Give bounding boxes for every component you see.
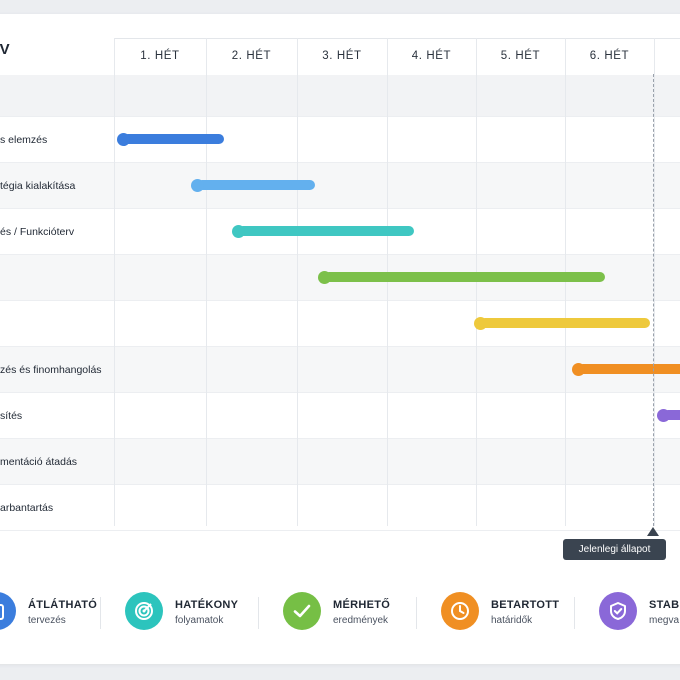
- task-label: tégia kialakítása: [0, 180, 76, 192]
- clipboard-icon: [0, 592, 16, 630]
- task-bar[interactable]: [578, 364, 680, 374]
- today-marker-icon: [647, 527, 659, 536]
- week-header-3: 3. HÉT: [322, 50, 362, 62]
- week-header-5: 5. HÉT: [500, 50, 541, 62]
- feature-subtitle: megva: [649, 615, 680, 626]
- task-start-handle[interactable]: [657, 408, 670, 422]
- task-row[interactable]: arbantartás: [0, 485, 680, 531]
- feature-divider: [258, 597, 259, 629]
- feature-title: BETARTOTT: [491, 599, 560, 611]
- feature-divider: [100, 597, 101, 629]
- chart-title: ERV: [0, 41, 11, 58]
- task-start-handle[interactable]: [318, 270, 331, 284]
- task-label: sítés: [0, 410, 23, 422]
- feature-title: STABIL: [649, 599, 680, 611]
- check-icon: [283, 592, 321, 630]
- task-label: s elemzés: [0, 134, 48, 146]
- task-row[interactable]: sítés: [0, 393, 680, 439]
- task-label: zés és finomhangolás: [0, 364, 102, 376]
- clock-icon: [441, 592, 479, 630]
- week-header-2: 2. HÉT: [231, 50, 272, 62]
- task-start-handle[interactable]: [190, 178, 204, 192]
- feature-divider: [416, 597, 417, 629]
- task-row[interactable]: mentáció átadás: [0, 439, 680, 485]
- task-start-handle[interactable]: [231, 224, 245, 238]
- grid-column-line: [114, 38, 115, 526]
- shield-check-icon: [599, 592, 637, 630]
- grid-column-line: [565, 38, 566, 526]
- today-tooltip: Jelenlegi állapot: [563, 539, 666, 560]
- feature-subtitle: eredmények: [333, 615, 389, 626]
- task-row[interactable]: és / Funkcióterv: [0, 209, 680, 255]
- task-label: mentáció átadás: [0, 456, 78, 468]
- task-bar[interactable]: [237, 226, 414, 236]
- feature-subtitle: tervezés: [28, 615, 66, 626]
- task-bar[interactable]: [123, 134, 225, 144]
- task-row[interactable]: [0, 301, 680, 347]
- task-bar[interactable]: [480, 318, 650, 328]
- task-bar[interactable]: [196, 180, 315, 190]
- task-row[interactable]: zés és finomhangolás: [0, 347, 680, 393]
- grid-column-line: [654, 38, 655, 526]
- grid-column-line: [297, 38, 298, 526]
- grid-column-line: [476, 38, 477, 526]
- today-line: [653, 74, 654, 526]
- task-row[interactable]: tégia kialakítása: [0, 163, 680, 209]
- week-header-4: 4. HÉT: [411, 50, 452, 62]
- feature-title: MÉRHETŐ: [333, 599, 391, 611]
- task-row[interactable]: s elemzés: [0, 117, 680, 163]
- task-start-handle[interactable]: [572, 362, 586, 376]
- week-header-1: 1. HÉT: [140, 50, 180, 62]
- target-icon: [125, 592, 163, 630]
- grid-column-line: [387, 38, 388, 526]
- task-start-handle[interactable]: [117, 132, 131, 146]
- task-start-handle[interactable]: [474, 316, 488, 330]
- week-header-6: 6. HÉT: [589, 50, 630, 62]
- task-bar[interactable]: [324, 272, 606, 282]
- group-row: [0, 75, 680, 117]
- feature-title: HATÉKONY: [175, 599, 239, 611]
- task-label: és / Funkcióterv: [0, 226, 75, 238]
- feature-title: ÁTLÁTHATÓ: [28, 599, 98, 611]
- grid-column-line: [206, 38, 207, 526]
- feature-subtitle: határidők: [491, 615, 533, 626]
- feature-subtitle: folyamatok: [175, 615, 224, 626]
- task-label: arbantartás: [0, 502, 54, 514]
- feature-divider: [574, 597, 575, 629]
- task-bar[interactable]: [663, 410, 680, 420]
